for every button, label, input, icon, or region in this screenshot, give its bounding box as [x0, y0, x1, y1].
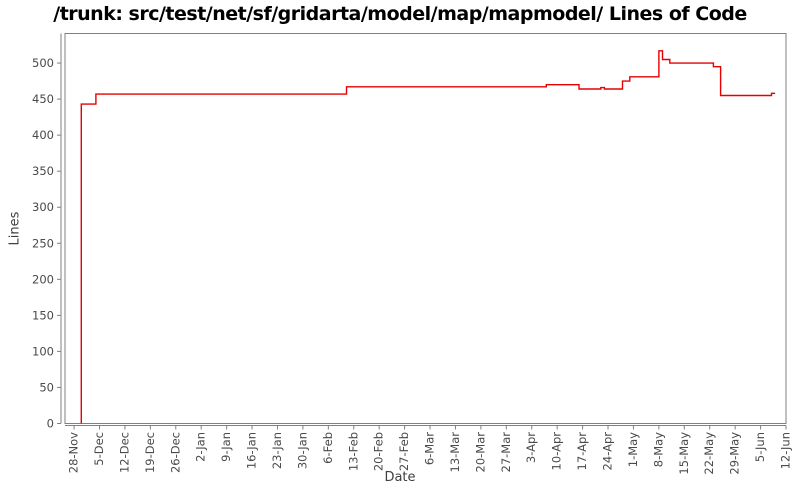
x-tick-label: 3-Apr — [524, 432, 538, 463]
y-tick-label: 150 — [32, 308, 54, 322]
loc-series-line — [80, 50, 776, 424]
x-tick-label: 5-Jun — [753, 432, 767, 462]
x-tick-label: 24-Apr — [601, 432, 615, 471]
x-tick-label: 5-Dec — [92, 432, 106, 466]
x-tick-label: 1-May — [626, 432, 640, 467]
y-tick-label: 100 — [32, 344, 54, 358]
y-tick-label: 500 — [32, 56, 54, 70]
x-tick-label: 16-Jan — [245, 432, 259, 469]
x-tick-label: 19-Dec — [143, 432, 157, 473]
x-tick-label: 17-Apr — [575, 432, 589, 471]
x-tick-label: 27-Feb — [397, 432, 411, 471]
x-tick-label: 26-Dec — [168, 432, 182, 473]
x-tick-label: 12-Dec — [117, 432, 131, 473]
x-tick-label: 6-Feb — [321, 432, 335, 464]
x-tick-label: 28-Nov — [67, 432, 81, 473]
x-tick-label: 12-Jun — [779, 432, 793, 469]
y-tick-label: 300 — [32, 200, 54, 214]
y-tick-label: 350 — [32, 164, 54, 178]
x-tick-label: 30-Jan — [295, 432, 309, 469]
x-tick-label: 15-May — [677, 432, 691, 475]
x-tick-label: 22-May — [702, 432, 716, 475]
x-tick-label: 8-May — [651, 432, 665, 467]
x-axis-title: Date — [384, 470, 416, 485]
x-tick-label: 9-Jan — [219, 432, 233, 462]
x-tick-label: 29-May — [728, 432, 742, 475]
y-tick-label: 250 — [32, 236, 54, 250]
y-tick-label: 0 — [47, 417, 54, 431]
x-tick-label: 23-Jan — [270, 432, 284, 469]
x-tick-label: 13-Mar — [448, 432, 462, 473]
x-tick-label: 27-Mar — [499, 432, 513, 473]
x-tick-label: 20-Mar — [473, 432, 487, 473]
x-tick-label: 20-Feb — [372, 432, 386, 471]
chart-title: /trunk: src/test/net/sf/gridarta/model/m… — [53, 3, 747, 25]
y-tick-label: 200 — [32, 272, 54, 286]
x-tick-label: 13-Feb — [346, 432, 360, 471]
y-tick-label: 450 — [32, 92, 54, 106]
y-tick-label: 400 — [32, 128, 54, 142]
x-tick-label: 10-Apr — [550, 432, 564, 471]
y-tick-label: 50 — [39, 380, 54, 394]
x-tick-label: 6-Mar — [423, 432, 437, 465]
x-tick-label: 2-Jan — [194, 432, 208, 462]
plot-border — [64, 33, 787, 424]
